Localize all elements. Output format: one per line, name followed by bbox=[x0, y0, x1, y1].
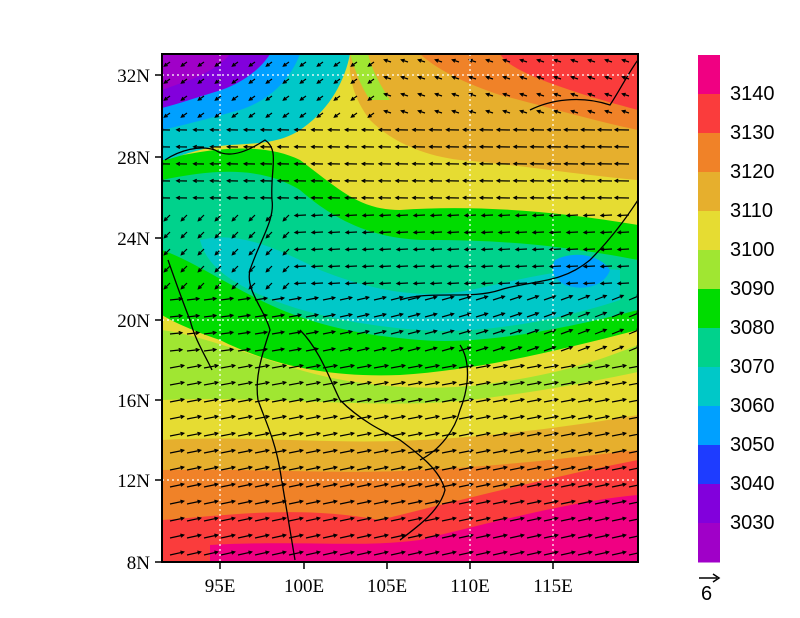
colorbar-label: 3100 bbox=[730, 239, 775, 261]
latitude-axis: 32N 28N 24N 20N 16N 12N 8N bbox=[117, 66, 162, 574]
colorbar-label: 3030 bbox=[730, 512, 775, 534]
lat-tick-label: 20N bbox=[117, 311, 150, 332]
colorbar-label: 3050 bbox=[730, 434, 775, 456]
colorbar-label: 3140 bbox=[730, 83, 775, 105]
colorbar: 3140 3130 3120 3110 3100 3090 3080 3070 3060 3050… bbox=[698, 55, 775, 563]
reference-vector: 6 bbox=[699, 573, 721, 605]
grid-lines bbox=[162, 54, 638, 562]
colorbar-label: 3090 bbox=[730, 278, 775, 300]
colorbar-label: 3060 bbox=[730, 395, 775, 417]
colorbar-swatch bbox=[698, 367, 720, 407]
wind-vectors bbox=[162, 58, 638, 556]
lat-tick-label: 16N bbox=[117, 391, 150, 412]
colorbar-swatch bbox=[698, 250, 720, 290]
colorbar-swatch bbox=[698, 289, 720, 329]
colorbar-swatch bbox=[698, 133, 720, 173]
coastlines bbox=[164, 59, 638, 561]
lat-tick-label: 8N bbox=[127, 553, 151, 574]
reference-vector-label: 6 bbox=[701, 583, 712, 605]
colorbar-label: 3130 bbox=[730, 122, 775, 144]
colorbar-swatch bbox=[698, 406, 720, 446]
colorbar-label: 3110 bbox=[730, 200, 773, 222]
plot-frame bbox=[161, 53, 639, 563]
colorbar-swatch bbox=[698, 484, 720, 524]
lon-tick-label: 105E bbox=[367, 576, 407, 597]
lon-tick-label: 110E bbox=[450, 576, 489, 597]
colorbar-swatch bbox=[698, 445, 720, 485]
lon-tick-label: 115E bbox=[533, 576, 572, 597]
lat-tick-label: 28N bbox=[117, 148, 150, 169]
colorbar-swatch bbox=[698, 523, 720, 563]
colorbar-label: 3080 bbox=[730, 317, 775, 339]
longitude-axis: 95E 100E 105E 110E 115E bbox=[205, 562, 573, 597]
lon-tick-label: 100E bbox=[284, 576, 324, 597]
colorbar-swatch bbox=[698, 328, 720, 368]
colorbar-label: 3120 bbox=[730, 161, 775, 183]
lat-tick-label: 32N bbox=[117, 66, 150, 87]
colorbar-label: 3040 bbox=[730, 473, 775, 495]
colorbar-swatch bbox=[698, 55, 720, 95]
colorbar-swatch bbox=[698, 94, 720, 134]
lat-tick-label: 12N bbox=[117, 471, 150, 492]
colorbar-label: 3070 bbox=[730, 356, 775, 378]
colorbar-swatch bbox=[698, 211, 720, 251]
lon-tick-label: 95E bbox=[205, 576, 236, 597]
colorbar-swatch bbox=[698, 172, 720, 212]
lat-tick-label: 24N bbox=[117, 229, 150, 250]
